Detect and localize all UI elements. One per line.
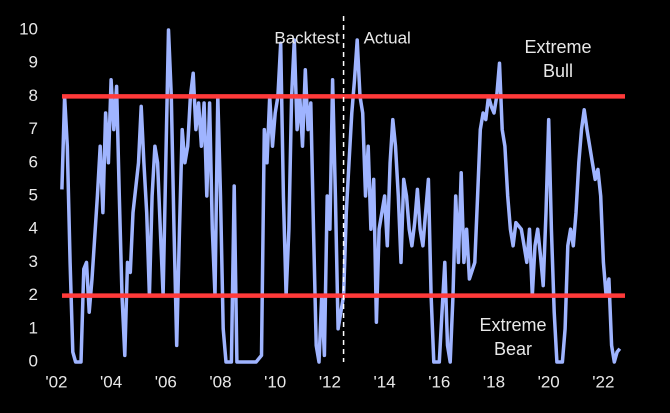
bull-label: Bull xyxy=(543,61,573,81)
y-tick-label: 4 xyxy=(29,219,38,238)
y-tick-label: 8 xyxy=(29,86,38,105)
x-tick-label: '12 xyxy=(319,372,341,391)
x-tick-label: '14 xyxy=(374,372,396,391)
bear-label: Bear xyxy=(494,339,532,359)
backtest-label: Backtest xyxy=(274,28,339,47)
x-tick-label: '10 xyxy=(264,372,286,391)
y-tick-label: 7 xyxy=(29,119,38,138)
y-tick-label: 1 xyxy=(29,318,38,337)
x-tick-label: '18 xyxy=(483,372,505,391)
x-tick-label: '16 xyxy=(428,372,450,391)
x-tick-label: '02 xyxy=(45,372,67,391)
x-tick-label: '06 xyxy=(155,372,177,391)
y-tick-label: 5 xyxy=(29,185,38,204)
bear-label: Extreme xyxy=(479,315,546,335)
y-tick-label: 2 xyxy=(29,285,38,304)
y-tick-label: 9 xyxy=(29,53,38,72)
bull-label: Extreme xyxy=(524,37,591,57)
x-tick-label: '08 xyxy=(209,372,231,391)
y-tick-label: 10 xyxy=(19,19,38,38)
x-tick-label: '20 xyxy=(538,372,560,391)
actual-label: Actual xyxy=(364,28,411,47)
y-tick-label: 6 xyxy=(29,152,38,171)
data-line xyxy=(60,28,622,364)
x-tick-label: '04 xyxy=(100,372,122,391)
y-tick-label: 0 xyxy=(29,351,38,370)
y-tick-label: 3 xyxy=(29,252,38,271)
x-tick-label: '22 xyxy=(592,372,614,391)
